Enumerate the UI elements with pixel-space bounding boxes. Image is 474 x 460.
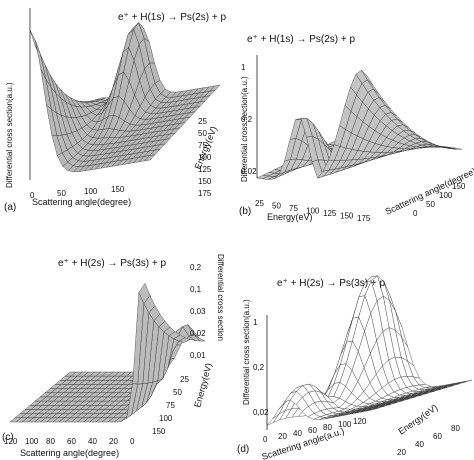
- tick-label: 0,03: [190, 307, 206, 316]
- tick-label: 100: [439, 191, 453, 200]
- tick-label: 25: [255, 199, 264, 208]
- tick-label: 25: [180, 375, 189, 384]
- x-axis-label: Scattering angle(degree): [20, 448, 119, 458]
- tick-label: 50: [57, 189, 66, 198]
- tick-label: 0: [413, 209, 418, 218]
- tick-label: 40: [415, 440, 424, 449]
- tick-label: 0,02: [253, 408, 269, 417]
- surface-a: [29, 8, 221, 180]
- tick-label: 125: [323, 209, 337, 218]
- tick-label: 0,1: [190, 285, 202, 294]
- tick-label: 80: [451, 424, 460, 433]
- surface-cell: [361, 69, 374, 86]
- panel-b: (b) e⁺ + H(1s) → Ps(2s) + p Differential…: [239, 34, 474, 223]
- panel-d: (d) e⁺ + H(2s) → Ps(3s) + p Differential…: [237, 275, 473, 460]
- tick-label: 0,02: [241, 167, 257, 176]
- panel-a: (a) e⁺ + H(1s) → Ps(2s) + p Differential…: [4, 8, 227, 213]
- surface-b: [256, 55, 463, 180]
- panel-label: (c): [2, 432, 14, 443]
- surface-c: [9, 282, 206, 423]
- reaction-title: e⁺ + H(1s) → Ps(2s) + p: [247, 34, 356, 45]
- z-axis-label: Differential cross section: [216, 254, 225, 341]
- tick-label: 100: [159, 414, 173, 423]
- tick-label: 150: [340, 212, 354, 221]
- z-axis-label: Differential cross section(a.u.): [5, 82, 14, 188]
- tick-label: 0,2: [253, 363, 265, 372]
- reaction-title: e⁺ + H(1s) → Ps(2s) + p: [118, 12, 227, 23]
- tick-label: 20: [109, 437, 118, 446]
- tick-label: 80: [323, 423, 332, 432]
- tick-label: 0: [30, 191, 35, 200]
- tick-label: 100: [25, 437, 39, 446]
- tick-label: 60: [308, 426, 317, 435]
- tick-label: 100: [306, 207, 320, 216]
- tick-label: 80: [46, 437, 55, 446]
- surface-cell: [366, 407, 379, 412]
- tick-label: 50: [426, 200, 435, 209]
- tick-label: 75: [289, 204, 298, 213]
- surface-cell: [144, 154, 156, 162]
- tick-label: 60: [67, 437, 76, 446]
- tick-label: 1: [253, 318, 258, 327]
- tick-label: 1: [241, 63, 246, 72]
- tick-label: 0,02: [190, 329, 206, 338]
- tick-label: 40: [293, 429, 302, 438]
- tick-label: 25: [198, 117, 207, 126]
- tick-label: 50: [198, 129, 207, 138]
- y-axis-label: Scattering angle(degree): [384, 166, 474, 217]
- surface-d: [266, 275, 473, 430]
- tick-label: 175: [198, 189, 212, 198]
- tick-label: 50: [272, 202, 281, 211]
- tick-label: 100: [338, 420, 352, 429]
- y-axis-label: Energy(eV): [192, 362, 213, 409]
- tick-label: 150: [198, 177, 212, 186]
- tick-label: 75: [166, 401, 175, 410]
- surface-cell: [138, 282, 151, 304]
- tick-label: 0,01: [190, 351, 206, 360]
- panel-c: (c) e⁺ + H(2s) → Ps(3s) + p Differential…: [2, 254, 225, 458]
- tick-label: 0,2: [241, 115, 253, 124]
- panel-label: (d): [237, 444, 249, 455]
- panel-label: (b): [239, 206, 251, 217]
- panel-label: (a): [4, 202, 16, 213]
- tick-label: 20: [278, 432, 287, 441]
- tick-label: 100: [84, 187, 98, 196]
- tick-label: 150: [452, 182, 466, 191]
- tick-label: 0: [263, 435, 268, 444]
- tick-label: 120: [4, 437, 18, 446]
- z-axis-label: Differential cross section(a.u.): [240, 76, 249, 182]
- reaction-title: e⁺ + H(2s) → Ps(3s) + p: [277, 278, 386, 289]
- reaction-title: e⁺ + H(2s) → Ps(3s) + p: [58, 258, 167, 269]
- tick-label: 0: [130, 437, 135, 446]
- x-axis-label: Scattering angle(degree): [32, 197, 131, 207]
- tick-label: 0,2: [190, 263, 202, 272]
- tick-label: 50: [173, 388, 182, 397]
- tick-label: 150: [152, 427, 166, 436]
- surface-cell: [35, 40, 47, 80]
- tick-label: 125: [198, 165, 212, 174]
- tick-label: 175: [357, 214, 371, 223]
- tick-label: 150: [111, 185, 125, 194]
- tick-label: 100: [198, 153, 212, 162]
- tick-label: 120: [353, 417, 367, 426]
- x-axis-label: Energy(eV): [267, 212, 313, 222]
- tick-label: 40: [88, 437, 97, 446]
- x-axis-label: Scattering angle(a.u.): [261, 426, 346, 460]
- tick-label: 75: [198, 141, 207, 150]
- tick-label: 20: [397, 448, 406, 457]
- z-axis-label: Differential cross section(a.u.): [242, 299, 251, 405]
- tick-label: 60: [433, 432, 442, 441]
